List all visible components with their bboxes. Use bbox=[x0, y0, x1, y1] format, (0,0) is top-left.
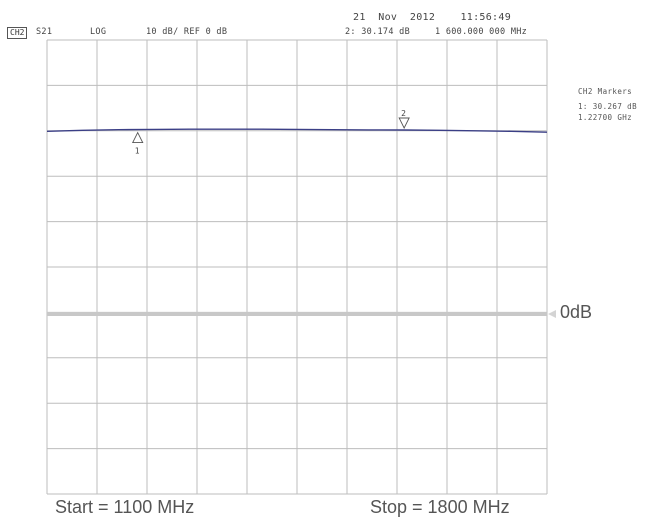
reference-arrow-icon bbox=[548, 310, 556, 318]
trace-line bbox=[46, 128, 548, 133]
datetime: 21 Nov 2012 11:56:49 bbox=[353, 12, 512, 23]
format-label: LOG bbox=[90, 27, 107, 37]
marker-2-label: 2 bbox=[401, 109, 406, 118]
start-frequency: Start = 1100 MHz bbox=[55, 497, 195, 517]
scale-label: 10 dB/ REF 0 dB bbox=[146, 27, 228, 37]
marker-1-arrow-icon[interactable] bbox=[131, 131, 144, 144]
marker1-frequency: 1.22700 GHz bbox=[578, 113, 633, 122]
stop-frequency: Stop = 1800 MHz bbox=[370, 497, 510, 517]
parameter-label: S21 bbox=[36, 27, 53, 37]
channel-badge[interactable]: CH2 bbox=[7, 27, 28, 39]
active-marker-frequency: 1 600.000 000 MHz bbox=[435, 27, 528, 37]
reference-level-label: 0dB bbox=[560, 302, 593, 322]
marker-2-arrow-icon[interactable] bbox=[398, 117, 410, 130]
marker-1-label: 1 bbox=[135, 147, 140, 156]
active-marker-value: 2: 30.174 dB bbox=[345, 27, 411, 37]
graticule bbox=[46, 39, 548, 495]
marker-panel-title: CH2 Markers bbox=[578, 87, 633, 96]
marker1-value: 1: 30.267 dB bbox=[578, 102, 637, 111]
